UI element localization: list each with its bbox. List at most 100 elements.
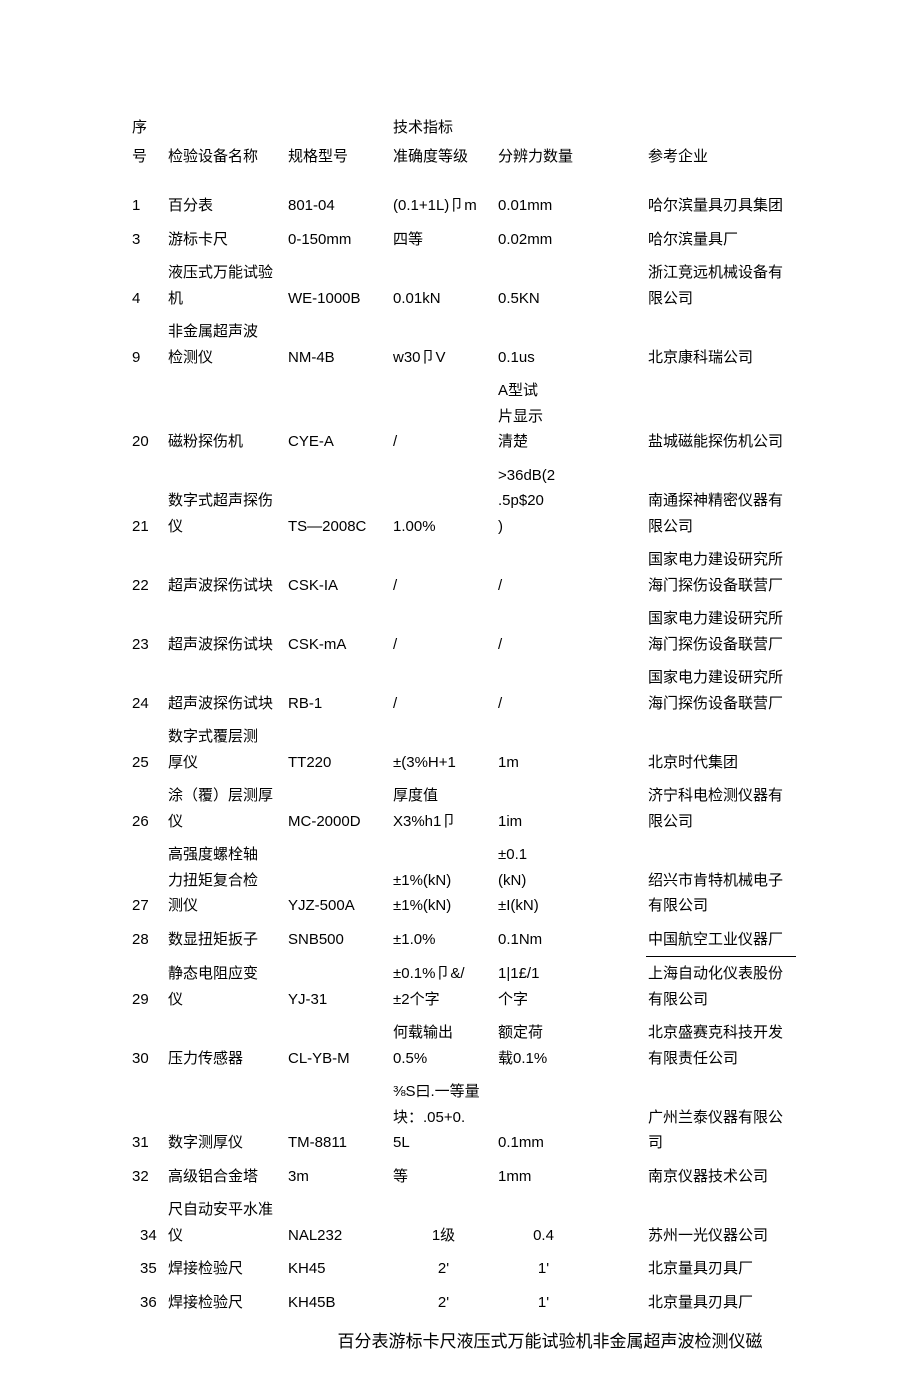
cell-resolution: 1im xyxy=(496,779,591,838)
cell-name: 高级铝合金塔 xyxy=(166,1160,286,1194)
cell-resolution: 0.02mm xyxy=(496,223,591,257)
cell-gap xyxy=(591,223,646,257)
cell-company: 济宁科电检测仪器有限公司 xyxy=(646,779,796,838)
cell-model: CYE-A xyxy=(286,374,391,459)
cell-resolution: 1' xyxy=(496,1286,591,1320)
cell-seq: 22 xyxy=(130,543,166,602)
cell-seq: 24 xyxy=(130,661,166,720)
table-row: 26涂（覆）层测厚仪MC-2000D厚度值X3%h1卩1im济宁科电检测仪器有限… xyxy=(130,779,796,838)
cell-model: WE-1000B xyxy=(286,256,391,315)
cell-accuracy: ±1%(kN)±1%(kN) xyxy=(391,838,496,923)
cell-name: 超声波探伤试块 xyxy=(166,661,286,720)
cell-resolution: 0.1mm xyxy=(496,1075,591,1160)
cell-accuracy: 1.00% xyxy=(391,459,496,544)
cell-resolution: 1' xyxy=(496,1252,591,1286)
cell-accuracy: (0.1+1L)卩m xyxy=(391,189,496,223)
cell-accuracy: 2' xyxy=(391,1286,496,1320)
cell-name: 高强度螺栓轴力扭矩复合检测仪 xyxy=(166,838,286,923)
cell-name: 尺自动安平水准仪 xyxy=(166,1193,286,1252)
cell-model: 801-04 xyxy=(286,189,391,223)
cell-seq: 31 xyxy=(130,1075,166,1160)
cell-company: 绍兴市肯特机械电子有限公司 xyxy=(646,838,796,923)
cell-resolution: 0.1us xyxy=(496,315,591,374)
cell-name: 数字式覆层测厚仪 xyxy=(166,720,286,779)
cell-resolution: / xyxy=(496,602,591,661)
table-row: 24超声波探伤试块RB-1//国家电力建设研究所海门探伤设备联营厂 xyxy=(130,661,796,720)
table-row: 22超声波探伤试块CSK-IA//国家电力建设研究所海门探伤设备联营厂 xyxy=(130,543,796,602)
cell-resolution: / xyxy=(496,543,591,602)
cell-gap xyxy=(591,1016,646,1075)
cell-accuracy: ±1.0% xyxy=(391,923,496,957)
table-row: 31数字测厚仪TM-8811⅜S曰.一等量块：.05+0.5L0.1mm广州兰泰… xyxy=(130,1075,796,1160)
header-model: 规格型号 xyxy=(286,110,391,189)
cell-accuracy: 厚度值X3%h1卩 xyxy=(391,779,496,838)
cell-gap xyxy=(591,957,646,1017)
equipment-table: 序号 检验设备名称 规格型号 技术指标准确度等级 分辨力数量 参考企业 1百分表… xyxy=(130,110,796,1319)
cell-model: YJ-31 xyxy=(286,957,391,1017)
table-body: 1百分表801-04(0.1+1L)卩m0.01mm哈尔滨量具刃具集团3游标卡尺… xyxy=(130,189,796,1319)
cell-resolution: >36dB(2.5p$20) xyxy=(496,459,591,544)
cell-gap xyxy=(591,661,646,720)
cell-model: CSK-IA xyxy=(286,543,391,602)
cell-model: CL-YB-M xyxy=(286,1016,391,1075)
cell-accuracy: / xyxy=(391,602,496,661)
header-company: 参考企业 xyxy=(646,110,796,189)
cell-name: 超声波探伤试块 xyxy=(166,543,286,602)
cell-gap xyxy=(591,720,646,779)
table-row: 35焊接检验尺KH452'1'北京量具刃具厂 xyxy=(130,1252,796,1286)
cell-gap xyxy=(591,838,646,923)
cell-gap xyxy=(591,1193,646,1252)
cell-seq: 35 xyxy=(130,1252,166,1286)
cell-gap xyxy=(591,256,646,315)
cell-company: 北京时代集团 xyxy=(646,720,796,779)
cell-accuracy: 0.01kN xyxy=(391,256,496,315)
footer-text: 百分表游标卡尺液压式万能试验机非金属超声波检测仪磁 xyxy=(130,1327,790,1352)
table-row: 36焊接检验尺KH45B2'1'北京量具刃具厂 xyxy=(130,1286,796,1320)
cell-company: 苏州一光仪器公司 xyxy=(646,1193,796,1252)
cell-seq: 29 xyxy=(130,957,166,1017)
cell-name: 数显扭矩扳子 xyxy=(166,923,286,957)
cell-accuracy: ±0.1%卩&/±2个字 xyxy=(391,957,496,1017)
cell-name: 静态电阻应变仪 xyxy=(166,957,286,1017)
cell-accuracy: / xyxy=(391,374,496,459)
header-resolution: 分辨力数量 xyxy=(496,110,591,189)
cell-seq: 4 xyxy=(130,256,166,315)
cell-resolution: 额定荷载0.1% xyxy=(496,1016,591,1075)
cell-company: 国家电力建设研究所海门探伤设备联营厂 xyxy=(646,602,796,661)
cell-seq: 20 xyxy=(130,374,166,459)
cell-resolution: 0.5KN xyxy=(496,256,591,315)
header-seq: 序号 xyxy=(130,110,166,189)
cell-company: 国家电力建设研究所海门探伤设备联营厂 xyxy=(646,543,796,602)
cell-gap xyxy=(591,1252,646,1286)
cell-company: 国家电力建设研究所海门探伤设备联营厂 xyxy=(646,661,796,720)
cell-company: 盐城磁能探伤机公司 xyxy=(646,374,796,459)
cell-model: TT220 xyxy=(286,720,391,779)
table-row: 27高强度螺栓轴力扭矩复合检测仪YJZ-500A±1%(kN)±1%(kN)±0… xyxy=(130,838,796,923)
cell-model: CSK-mA xyxy=(286,602,391,661)
cell-model: 0-150mm xyxy=(286,223,391,257)
table-header-row: 序号 检验设备名称 规格型号 技术指标准确度等级 分辨力数量 参考企业 xyxy=(130,110,796,189)
cell-model: MC-2000D xyxy=(286,779,391,838)
cell-resolution: 0.1Nm xyxy=(496,923,591,957)
table-row: 23超声波探伤试块CSK-mA//国家电力建设研究所海门探伤设备联营厂 xyxy=(130,602,796,661)
cell-seq: 36 xyxy=(130,1286,166,1320)
cell-seq: 21 xyxy=(130,459,166,544)
cell-resolution: 1mm xyxy=(496,1160,591,1194)
cell-company: 南京仪器技术公司 xyxy=(646,1160,796,1194)
cell-accuracy: / xyxy=(391,661,496,720)
cell-seq: 9 xyxy=(130,315,166,374)
cell-company: 浙江竞远机械设备有限公司 xyxy=(646,256,796,315)
cell-gap xyxy=(591,374,646,459)
cell-name: 涂（覆）层测厚仪 xyxy=(166,779,286,838)
cell-seq: 23 xyxy=(130,602,166,661)
table-row: 21数字式超声探伤仪TS—2008C1.00%>36dB(2.5p$20)南通探… xyxy=(130,459,796,544)
cell-seq: 28 xyxy=(130,923,166,957)
cell-resolution: 1m xyxy=(496,720,591,779)
cell-name: 非金属超声波检测仪 xyxy=(166,315,286,374)
cell-gap xyxy=(591,189,646,223)
cell-gap xyxy=(591,543,646,602)
cell-gap xyxy=(591,459,646,544)
cell-seq: 27 xyxy=(130,838,166,923)
cell-gap xyxy=(591,1286,646,1320)
cell-model: RB-1 xyxy=(286,661,391,720)
